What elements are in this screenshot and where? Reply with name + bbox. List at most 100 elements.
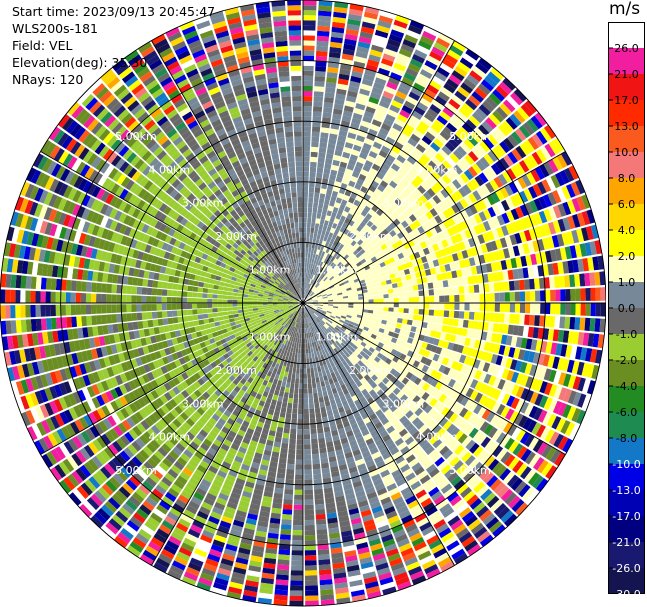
range-gate <box>298 388 303 394</box>
range-gate <box>424 88 437 99</box>
range-gate <box>545 303 551 315</box>
range-gate <box>461 122 474 134</box>
range-gate <box>303 151 310 157</box>
range-gate <box>407 63 421 73</box>
range-gate <box>316 277 321 283</box>
range-gate <box>315 60 327 67</box>
range-gate <box>483 209 492 220</box>
range-gate <box>310 248 315 254</box>
range-gate <box>317 30 330 37</box>
range-gate <box>329 262 335 268</box>
range-gate <box>387 205 396 214</box>
range-gate <box>335 254 341 260</box>
range-gate <box>408 91 421 101</box>
range-gate <box>424 303 430 309</box>
range-gate <box>386 184 395 193</box>
range-gate <box>323 395 330 402</box>
range-gate <box>429 296 435 303</box>
range-gate <box>366 201 374 209</box>
range-gate <box>319 280 325 285</box>
range-gate <box>366 242 374 249</box>
range-gate <box>397 231 405 239</box>
range-gate <box>276 472 286 479</box>
range-gate <box>384 209 392 217</box>
range-gate <box>307 278 310 284</box>
range-gate <box>373 260 380 266</box>
range-gate <box>379 261 386 268</box>
range-gate <box>364 177 373 185</box>
range-gate <box>574 317 581 330</box>
range-gate <box>432 243 440 252</box>
range-gate <box>487 322 494 332</box>
range-gate <box>303 293 305 298</box>
range-gate <box>587 257 595 271</box>
range-gate <box>323 168 331 175</box>
range-gate <box>308 284 312 290</box>
range-gate <box>325 194 331 201</box>
range-gate <box>303 393 308 399</box>
range-gate <box>478 104 491 116</box>
range-gate <box>313 248 317 255</box>
range-gate <box>424 238 432 247</box>
range-gate <box>307 299 313 302</box>
range-gate <box>497 173 508 186</box>
range-gate <box>411 201 420 210</box>
range-gate <box>546 176 556 191</box>
range-gate <box>364 255 371 262</box>
range-gate <box>461 268 468 277</box>
range-gate <box>424 112 436 123</box>
range-gate <box>320 381 326 387</box>
range-gate <box>363 231 371 239</box>
range-gate <box>336 261 342 267</box>
range-gate <box>348 158 357 166</box>
range-gate <box>335 93 346 101</box>
range-gate <box>278 462 287 469</box>
range-gate <box>329 46 342 54</box>
range-gate <box>318 250 323 256</box>
range-gate <box>339 284 346 289</box>
range-gate <box>496 214 506 226</box>
range-gate <box>317 15 331 22</box>
range-gate <box>333 306 339 309</box>
range-gate <box>276 574 289 581</box>
range-gate <box>308 303 314 304</box>
range-gate <box>471 147 483 159</box>
range-gate <box>405 274 412 281</box>
range-gate <box>449 295 455 302</box>
range-gate <box>292 403 298 409</box>
range-gate <box>441 239 449 248</box>
range-gate <box>581 227 589 242</box>
range-gate <box>388 149 399 159</box>
range-gate <box>506 210 515 222</box>
range-gate <box>562 217 571 231</box>
range-gate <box>353 199 361 207</box>
range-gate <box>380 243 388 251</box>
range-gate <box>382 90 394 100</box>
range-gate <box>303 368 307 374</box>
range-gate <box>326 72 338 79</box>
range-gate <box>280 447 288 454</box>
range-gate <box>372 287 378 292</box>
range-gate <box>371 180 380 189</box>
range-gate <box>456 269 463 278</box>
range-gate <box>331 118 341 125</box>
range-gate <box>469 70 483 82</box>
range-gate <box>287 372 292 378</box>
range-gate <box>315 265 320 271</box>
range-gate <box>579 273 586 287</box>
range-gate <box>326 77 337 84</box>
range-gate <box>294 494 303 500</box>
range-gate <box>398 181 407 190</box>
range-gate <box>351 288 358 293</box>
range-gate <box>320 406 327 413</box>
range-gate <box>277 564 290 571</box>
range-gate <box>436 191 446 202</box>
range-gate <box>311 279 315 285</box>
range-gate <box>488 92 502 106</box>
range-gate <box>320 214 326 220</box>
range-gate <box>309 279 312 285</box>
range-gate <box>535 130 548 145</box>
range-gate <box>411 165 421 175</box>
range-gate <box>311 377 316 384</box>
range-gate <box>508 181 519 194</box>
